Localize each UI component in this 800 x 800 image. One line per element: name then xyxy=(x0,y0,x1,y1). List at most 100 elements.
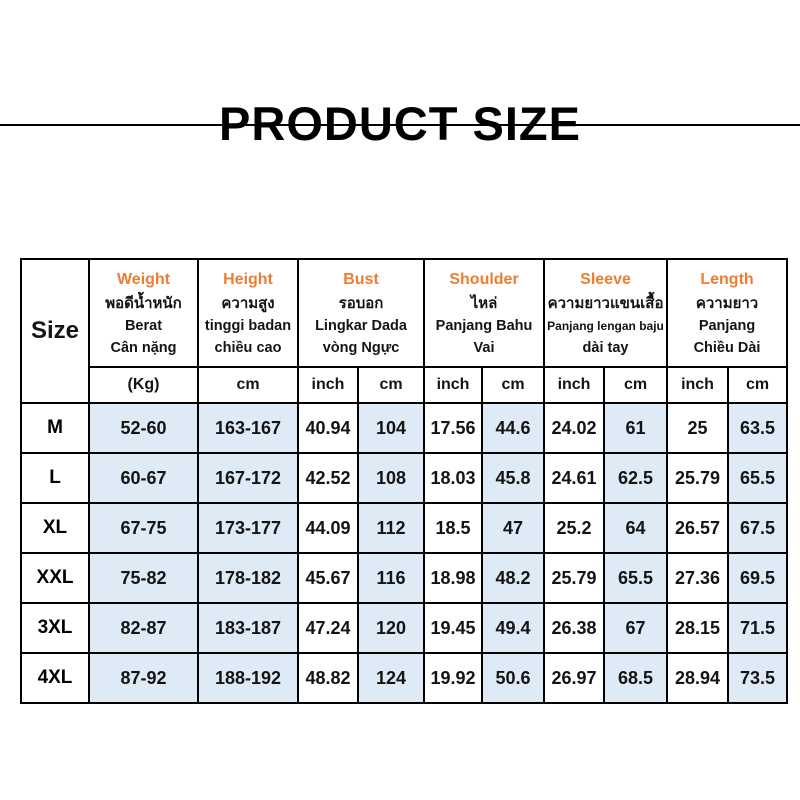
height-label-th: ความสูง xyxy=(221,294,275,312)
height-cell: 163-167 xyxy=(197,402,299,454)
sleeve-cm-cell: 61 xyxy=(603,402,669,454)
length-cm-cell: 71.5 xyxy=(727,602,789,654)
table-row-xxl: XXL 75-82 178-182 45.67 116 18.98 48.2 2… xyxy=(20,552,789,604)
height-label-en: Height xyxy=(223,270,273,288)
length-inch-cell: 25 xyxy=(666,402,730,454)
sleeve-label-en: Sleeve xyxy=(580,270,631,288)
table-row-4xl: 4XL 87-92 188-192 48.82 124 19.92 50.6 2… xyxy=(20,652,789,704)
height-cell: 173-177 xyxy=(197,502,299,554)
bust-cm-cell: 120 xyxy=(356,602,426,654)
sleeve-cm-cell: 64 xyxy=(603,502,669,554)
length-inch-cell: 26.57 xyxy=(666,502,730,554)
bust-inch-cell: 45.67 xyxy=(297,552,359,604)
unit-shoulder-inch: inch xyxy=(423,366,484,404)
length-inch-cell: 28.94 xyxy=(666,652,730,704)
table-row-xl: XL 67-75 173-177 44.09 112 18.5 47 25.2 … xyxy=(20,502,789,554)
table-row-l: L 60-67 167-172 42.52 108 18.03 45.8 24.… xyxy=(20,452,789,504)
shoulder-cm-cell: 50.6 xyxy=(481,652,546,704)
height-cell: 178-182 xyxy=(197,552,299,604)
shoulder-inch-cell: 18.03 xyxy=(423,452,484,504)
size-cell: 4XL xyxy=(20,652,90,704)
length-label-th: ความยาว xyxy=(695,294,759,312)
size-column-header: Size xyxy=(20,258,90,404)
sleeve-cm-cell: 62.5 xyxy=(603,452,669,504)
unit-height-cm: cm xyxy=(197,366,299,404)
bust-label-id: Lingkar Dada xyxy=(315,317,407,334)
page-title: PRODUCT SIZE xyxy=(219,97,581,150)
unit-sleeve-inch: inch xyxy=(543,366,606,404)
length-inch-cell: 25.79 xyxy=(666,452,730,504)
sleeve-label-id: Panjang lengan baju xyxy=(547,318,664,333)
size-chart-table: Size Weight พอดีน้ำหนัก Berat Cân nặng H… xyxy=(20,258,789,704)
weight-label-en: Weight xyxy=(116,270,171,288)
sleeve-inch-cell: 26.97 xyxy=(543,652,606,704)
shoulder-label-en: Shoulder xyxy=(449,270,519,288)
bust-inch-cell: 40.94 xyxy=(297,402,359,454)
column-header-length: Length ความยาว Panjang Chiều Dài xyxy=(666,258,789,368)
table-row-3xl: 3XL 82-87 183-187 47.24 120 19.45 49.4 2… xyxy=(20,602,789,654)
shoulder-cm-cell: 47 xyxy=(481,502,546,554)
length-cm-cell: 67.5 xyxy=(727,502,789,554)
shoulder-inch-cell: 19.92 xyxy=(423,652,484,704)
weight-label-id: Berat xyxy=(124,317,163,334)
length-inch-cell: 27.36 xyxy=(666,552,730,604)
bust-label-en: Bust xyxy=(343,270,379,288)
height-cell: 183-187 xyxy=(197,602,299,654)
table-body: M 52-60 163-167 40.94 104 17.56 44.6 24.… xyxy=(20,402,789,704)
length-cm-cell: 65.5 xyxy=(727,452,789,504)
length-cm-cell: 73.5 xyxy=(727,652,789,704)
bust-inch-cell: 42.52 xyxy=(297,452,359,504)
size-cell: L xyxy=(20,452,90,504)
shoulder-inch-cell: 18.98 xyxy=(423,552,484,604)
sleeve-label-th: ความยาวแขนเสื้อ xyxy=(547,294,664,312)
weight-cell: 75-82 xyxy=(88,552,199,604)
size-cell: XXL xyxy=(20,552,90,604)
shoulder-inch-cell: 18.5 xyxy=(423,502,484,554)
sleeve-inch-cell: 24.61 xyxy=(543,452,606,504)
weight-cell: 67-75 xyxy=(88,502,199,554)
bust-cm-cell: 104 xyxy=(356,402,426,454)
height-label-vi: chiều cao xyxy=(214,339,282,356)
sleeve-cm-cell: 65.5 xyxy=(603,552,669,604)
height-label-id: tinggi badan xyxy=(204,317,292,334)
length-cm-cell: 69.5 xyxy=(727,552,789,604)
unit-sleeve-cm: cm xyxy=(603,366,669,404)
header-units-row: (Kg) cm inch cm inch cm inch cm inch cm xyxy=(21,366,789,404)
weight-label-vi: Cân nặng xyxy=(110,339,177,356)
column-header-height: Height ความสูง tinggi badan chiều cao xyxy=(197,258,299,368)
bust-label-th: รอบอก xyxy=(338,294,384,312)
shoulder-inch-cell: 17.56 xyxy=(423,402,484,454)
unit-bust-cm: cm xyxy=(356,366,426,404)
sleeve-cm-cell: 67 xyxy=(603,602,669,654)
sleeve-inch-cell: 24.02 xyxy=(543,402,606,454)
length-label-en: Length xyxy=(700,270,754,288)
weight-cell: 52-60 xyxy=(88,402,199,454)
weight-cell: 60-67 xyxy=(88,452,199,504)
bust-inch-cell: 48.82 xyxy=(297,652,359,704)
shoulder-inch-cell: 19.45 xyxy=(423,602,484,654)
size-cell: 3XL xyxy=(20,602,90,654)
size-cell: M xyxy=(20,402,90,454)
bust-cm-cell: 108 xyxy=(356,452,426,504)
weight-label-th: พอดีน้ำหนัก xyxy=(105,294,182,312)
table-header: Size Weight พอดีน้ำหนัก Berat Cân nặng H… xyxy=(20,258,789,404)
bust-inch-cell: 47.24 xyxy=(297,602,359,654)
header-language-row: Size Weight พอดีน้ำหนัก Berat Cân nặng H… xyxy=(20,258,789,404)
shoulder-label-id: Panjang Bahu xyxy=(435,317,533,334)
sleeve-cm-cell: 68.5 xyxy=(603,652,669,704)
size-cell: XL xyxy=(20,502,90,554)
height-cell: 167-172 xyxy=(197,452,299,504)
bust-cm-cell: 124 xyxy=(356,652,426,704)
column-header-bust: Bust รอบอก Lingkar Dada vòng Ngực xyxy=(296,258,426,368)
shoulder-cm-cell: 49.4 xyxy=(481,602,546,654)
shoulder-label-vi: Vai xyxy=(473,339,495,356)
unit-length-cm: cm xyxy=(727,366,789,404)
length-label-vi: Chiều Dài xyxy=(693,339,761,356)
length-inch-cell: 28.15 xyxy=(666,602,730,654)
shoulder-cm-cell: 45.8 xyxy=(481,452,546,504)
shoulder-label-th: ไหล่ xyxy=(470,294,498,312)
length-label-id: Panjang xyxy=(698,317,756,334)
weight-cell: 82-87 xyxy=(88,602,199,654)
unit-bust-inch: inch xyxy=(297,366,359,404)
